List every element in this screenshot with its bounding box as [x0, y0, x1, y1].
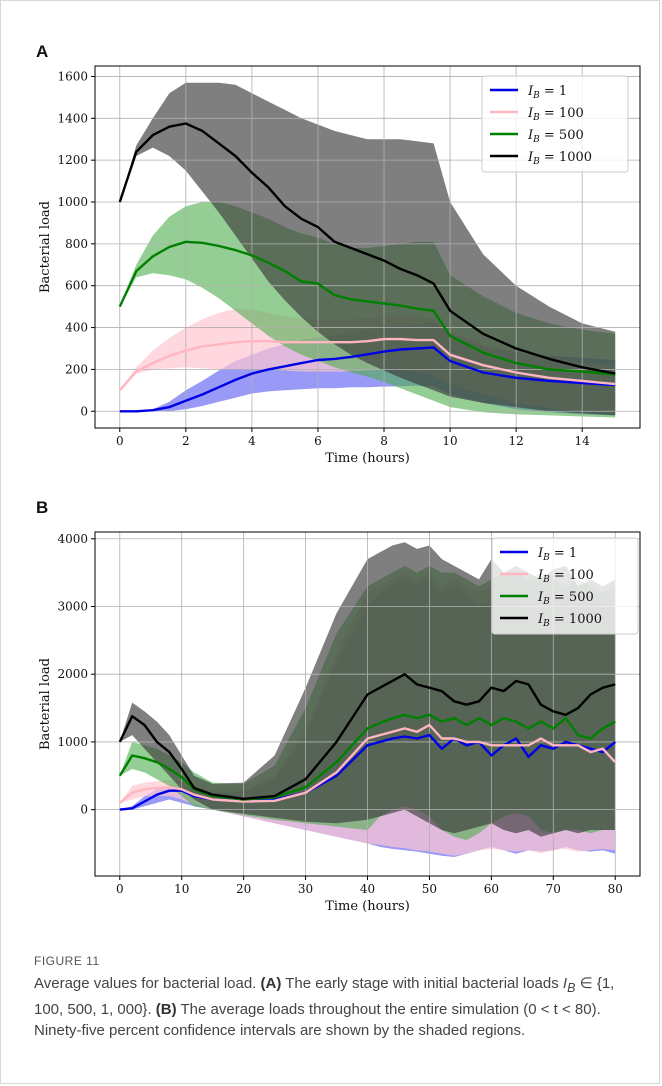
- series-line: [118, 122, 616, 375]
- x-tick-label: 0: [116, 882, 124, 896]
- x-tick-label: 10: [174, 882, 189, 896]
- series-line: [119, 733, 616, 811]
- legend-label: IB = 100: [537, 568, 594, 585]
- x-axis-label: Time (hours): [325, 451, 410, 466]
- y-tick-label: 600: [65, 279, 88, 293]
- series-line: [119, 723, 617, 804]
- y-tick-label: 1200: [57, 153, 88, 167]
- figure-caption: Average values for bacterial load. (A) T…: [34, 973, 634, 1041]
- y-tick-label: 3000: [57, 599, 88, 613]
- legend: IB = 1 IB = 100 IB = 500 IB = 1000: [481, 75, 629, 173]
- panel-a-letter: A: [36, 42, 49, 61]
- legend-label: IB = 500: [537, 590, 594, 607]
- legend-label: IB = 1000: [537, 612, 602, 629]
- y-tick-label: 2000: [57, 667, 88, 681]
- caption-part-4: The average loads throughout the entire …: [34, 1001, 601, 1039]
- series-line: [118, 713, 616, 801]
- x-tick-label: 50: [422, 882, 437, 896]
- panel-b-letter: B: [36, 498, 49, 517]
- legend-label: IB = 1: [527, 84, 567, 101]
- legend-box: [491, 537, 639, 635]
- caption-math: I: [562, 975, 568, 992]
- x-tick-label: 0: [116, 434, 124, 448]
- x-tick-label: 60: [484, 882, 499, 896]
- y-axis-label: Bacterial load: [38, 658, 53, 750]
- legend-label: IB = 500: [527, 128, 584, 145]
- x-tick-label: 10: [442, 434, 457, 448]
- y-tick-label: 1400: [57, 111, 88, 125]
- series-line: [119, 346, 616, 413]
- y-tick-label: 0: [80, 803, 88, 817]
- caption-part-2: The early stage with initial bacterial l…: [281, 975, 563, 992]
- legend-label: IB = 1000: [527, 150, 592, 167]
- x-tick-label: 6: [314, 434, 322, 448]
- caption-tag-a: (A): [260, 975, 282, 992]
- y-tick-label: 800: [65, 237, 88, 251]
- legend: IB = 1 IB = 100 IB = 500 IB = 1000: [491, 537, 639, 635]
- x-tick-label: 4: [248, 434, 256, 448]
- y-tick-label: 200: [65, 362, 88, 376]
- y-tick-label: 1000: [57, 735, 88, 749]
- y-tick-label: 0: [80, 404, 88, 418]
- y-axis-label: Bacterial load: [38, 201, 53, 293]
- x-tick-label: 12: [508, 434, 523, 448]
- x-tick-label: 14: [575, 434, 591, 448]
- y-tick-label: 400: [65, 321, 88, 335]
- legend-label: IB = 100: [527, 106, 584, 123]
- chart-a: 0 2 4 6 8 10 12 14 0 200 400 600 800 1000 1200 1400 1600…: [38, 65, 641, 466]
- x-tick-label: 8: [380, 434, 388, 448]
- caption-math-sub: B: [567, 981, 576, 995]
- y-tick-label: 1000: [57, 195, 88, 209]
- series-lines: [118, 673, 617, 811]
- figure-label: FIGURE 11: [34, 954, 100, 968]
- legend-label: IB = 1: [537, 546, 577, 563]
- y-tick-label: 1600: [57, 69, 88, 83]
- series-line: [118, 240, 616, 376]
- series-lines: [118, 122, 616, 413]
- caption-part-3: ∈ {1, 100, 500, 1, 000}.: [34, 975, 615, 1018]
- series-line: [118, 673, 616, 800]
- chart-b: 0 10 20 30 40 50 60 70 80 0 1000 2000 3000 4000 Time (…: [38, 531, 641, 914]
- x-tick-label: 20: [236, 882, 251, 896]
- plot-frame: [94, 65, 641, 429]
- x-axis-label: Time (hours): [325, 899, 410, 914]
- x-tick-label: 70: [546, 882, 561, 896]
- legend-box: [481, 75, 629, 173]
- x-tick-label: 40: [360, 882, 375, 896]
- series-line: [118, 337, 616, 392]
- y-tick-label: 4000: [57, 532, 88, 546]
- x-tick-label: 80: [608, 882, 623, 896]
- x-tick-label: 2: [182, 434, 190, 448]
- caption-part-1: Average values for bacterial load.: [34, 975, 261, 992]
- caption-tag-b: (B): [155, 1001, 177, 1018]
- x-tick-label: 30: [298, 882, 313, 896]
